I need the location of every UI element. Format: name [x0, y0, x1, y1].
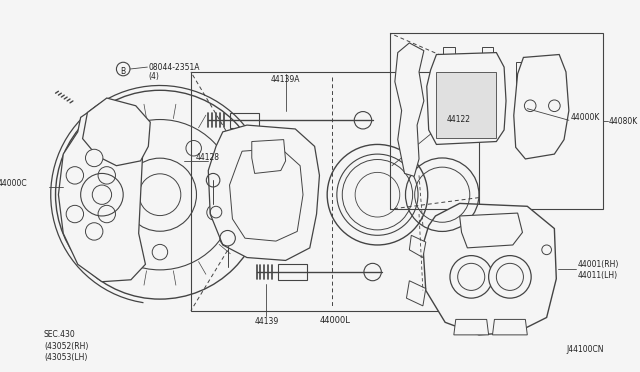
Text: 08044-2351A: 08044-2351A: [148, 62, 200, 71]
Text: SEC.430: SEC.430: [44, 330, 76, 339]
Polygon shape: [395, 43, 424, 176]
Circle shape: [86, 223, 103, 240]
Polygon shape: [493, 320, 527, 335]
Bar: [191, 72, 479, 311]
Polygon shape: [58, 103, 145, 282]
Bar: [527, 62, 535, 84]
Circle shape: [66, 167, 84, 184]
Bar: [390, 33, 603, 209]
Text: 44000C: 44000C: [0, 179, 27, 187]
Circle shape: [86, 149, 103, 167]
Bar: [482, 47, 493, 62]
Text: 44080K: 44080K: [609, 117, 637, 126]
Polygon shape: [230, 148, 303, 241]
Circle shape: [66, 205, 84, 223]
Circle shape: [488, 256, 531, 298]
Text: 44139: 44139: [255, 317, 279, 327]
Polygon shape: [460, 213, 522, 248]
Polygon shape: [436, 72, 497, 138]
Polygon shape: [423, 203, 556, 335]
Polygon shape: [406, 281, 426, 306]
Polygon shape: [410, 235, 426, 257]
Polygon shape: [252, 140, 285, 173]
Text: 44128: 44128: [196, 154, 220, 163]
Text: 44000K: 44000K: [571, 113, 600, 122]
Bar: [516, 62, 524, 84]
Bar: [534, 89, 544, 103]
Polygon shape: [83, 98, 150, 166]
Text: 44001(RH): 44001(RH): [577, 260, 619, 269]
Polygon shape: [454, 320, 488, 335]
Circle shape: [450, 256, 493, 298]
Circle shape: [98, 167, 115, 184]
Bar: [278, 264, 307, 280]
Text: B: B: [120, 67, 126, 76]
Text: J44100CN: J44100CN: [566, 345, 604, 354]
Text: (43052(RH): (43052(RH): [44, 341, 88, 351]
Polygon shape: [427, 52, 506, 144]
Text: 44139A: 44139A: [271, 75, 301, 84]
Polygon shape: [208, 125, 319, 260]
Text: 44011(LH): 44011(LH): [577, 272, 618, 280]
Bar: [520, 89, 530, 103]
Polygon shape: [514, 55, 569, 159]
Bar: [443, 47, 455, 62]
Text: 44000L: 44000L: [319, 315, 350, 324]
Text: (43053(LH): (43053(LH): [44, 353, 87, 362]
Text: (4): (4): [148, 72, 159, 81]
Circle shape: [98, 205, 115, 223]
Text: 44122: 44122: [447, 115, 471, 124]
Bar: [539, 62, 547, 84]
Bar: [230, 112, 259, 128]
